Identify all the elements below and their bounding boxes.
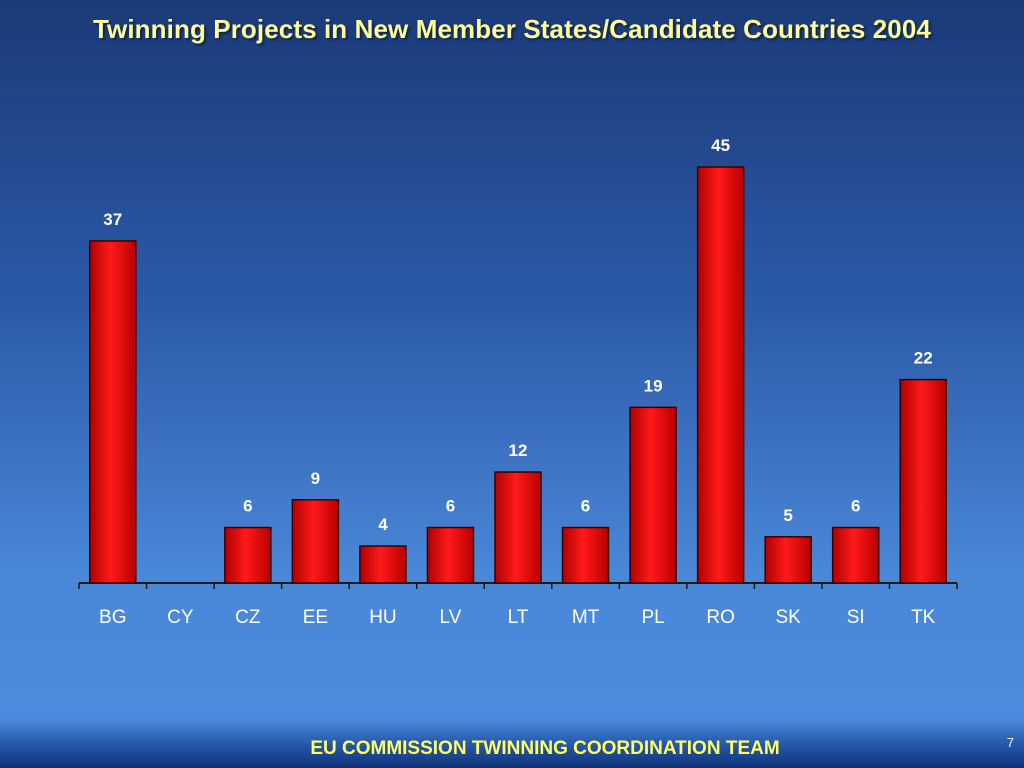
data-label-pl: 19 <box>644 376 663 395</box>
slide-title: Twinning Projects in New Member States/C… <box>92 14 931 44</box>
category-label-ro: RO <box>706 607 735 628</box>
bar-cz <box>224 526 272 584</box>
category-label-bg: BG <box>99 607 126 628</box>
bar-si <box>831 526 880 584</box>
bar-ee <box>291 499 340 584</box>
footer-bar <box>0 718 1024 768</box>
bar-hu <box>359 545 407 584</box>
bar-lv <box>426 526 475 584</box>
category-label-si: SI <box>847 607 865 628</box>
bar-pl <box>629 406 677 584</box>
category-label-ee: EE <box>303 607 328 628</box>
category-label-sk: SK <box>775 607 801 628</box>
data-label-bg: 37 <box>103 210 122 229</box>
data-label-si: 6 <box>851 497 860 516</box>
bar-chart: 37 BG CY 6 CZ 9 EE 4 HU 6 LV 12 LT 6 MT 19 PL 45 RO 5 SK 6 SI 2… <box>78 136 958 628</box>
bar-ro <box>696 166 745 584</box>
page-number: 7 <box>1006 735 1014 750</box>
data-label-ro: 45 <box>711 136 730 155</box>
category-label-lt: LT <box>508 607 529 628</box>
category-label-lv: LV <box>440 607 462 628</box>
data-label-lt: 12 <box>509 441 528 460</box>
bar-sk <box>764 536 812 584</box>
data-label-cz: 6 <box>243 497 252 516</box>
data-label-mt: 6 <box>581 497 590 516</box>
category-label-tk: TK <box>911 607 936 628</box>
footer-text: EU COMMISSION TWINNING COORDINATION TEAM <box>310 738 780 759</box>
bar-tk <box>899 378 947 584</box>
data-label-tk: 22 <box>914 349 933 368</box>
data-label-hu: 4 <box>378 515 388 534</box>
data-label-sk: 5 <box>783 506 792 525</box>
bar-bg <box>89 240 137 584</box>
category-label-pl: PL <box>641 607 664 628</box>
category-label-cy: CY <box>167 607 194 628</box>
data-label-lv: 6 <box>446 497 455 516</box>
bar-lt <box>494 471 542 584</box>
bar-mt <box>561 526 610 584</box>
data-label-ee: 9 <box>311 469 320 488</box>
category-label-hu: HU <box>369 607 396 628</box>
category-label-cz: CZ <box>235 607 261 628</box>
category-label-mt: MT <box>572 607 600 628</box>
